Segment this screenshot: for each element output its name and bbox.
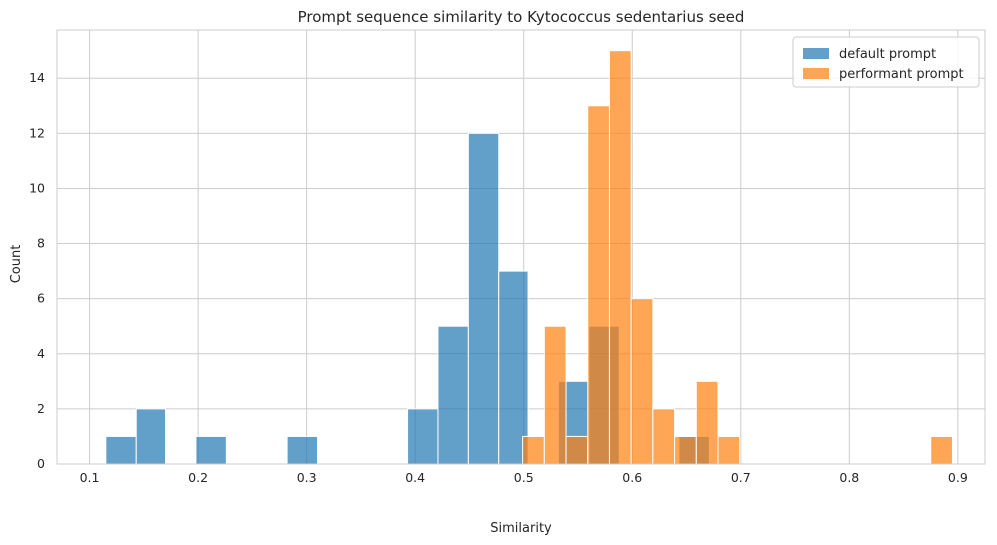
- y-tick-label: 12: [29, 125, 45, 140]
- histogram-bar: [195, 435, 227, 465]
- histogram-bar: [565, 435, 589, 465]
- x-tick-label: 0.5: [514, 470, 534, 485]
- y-tick-label: 4: [37, 346, 45, 361]
- x-tick-label: 0.3: [297, 470, 317, 485]
- ticks-layer: 0.1 0.2 0.3 0.4 0.5 0.6 0.7 0.8 0.9 0 2 4 6 8 10 12 14: [29, 70, 968, 485]
- histogram-bar: [695, 380, 719, 465]
- legend-swatch: [803, 48, 829, 59]
- histogram-bar: [587, 105, 610, 465]
- x-tick-label: 0.7: [731, 470, 751, 485]
- y-tick-label: 2: [37, 401, 45, 416]
- y-tick-label: 8: [37, 236, 45, 251]
- x-tick-label: 0.8: [839, 470, 859, 485]
- x-tick-label: 0.6: [622, 470, 642, 485]
- histogram-bar: [286, 435, 318, 465]
- y-tick-label: 0: [37, 456, 45, 471]
- histogram-bar: [407, 408, 439, 465]
- histogram-bar: [543, 325, 567, 465]
- chart-title: Prompt sequence similarity to Kytococcus…: [298, 8, 745, 26]
- y-axis-label: Count: [9, 245, 24, 284]
- histogram-bar: [717, 435, 741, 465]
- series-performant-prompt: [522, 50, 953, 465]
- legend-box: [792, 36, 980, 88]
- x-axis-label: Similarity: [490, 521, 552, 536]
- histogram-bar: [608, 50, 632, 465]
- y-tick-label: 14: [29, 70, 45, 85]
- histogram-bar: [467, 132, 500, 465]
- legend-label: performant prompt: [839, 67, 964, 82]
- histogram-bar: [930, 435, 953, 465]
- legend: default prompt performant prompt: [792, 36, 980, 88]
- histogram-bar: [522, 435, 545, 465]
- y-tick-label: 6: [37, 291, 45, 306]
- histogram-bar: [674, 435, 697, 465]
- y-tick-label: 10: [29, 180, 45, 195]
- histogram-bar: [437, 325, 469, 465]
- histogram-bar: [652, 408, 676, 465]
- x-tick-label: 0.9: [948, 470, 968, 485]
- histogram-bar: [498, 270, 529, 465]
- histogram-bar: [135, 408, 167, 465]
- legend-label: default prompt: [839, 47, 936, 62]
- histogram-bar: [630, 298, 654, 465]
- plot-frame: [56, 29, 986, 465]
- bars-layer: [105, 50, 953, 465]
- histogram-bar: [105, 435, 137, 465]
- x-tick-label: 0.2: [188, 470, 208, 485]
- legend-swatch: [803, 68, 829, 79]
- x-tick-label: 0.4: [405, 470, 425, 485]
- x-tick-label: 0.1: [80, 470, 100, 485]
